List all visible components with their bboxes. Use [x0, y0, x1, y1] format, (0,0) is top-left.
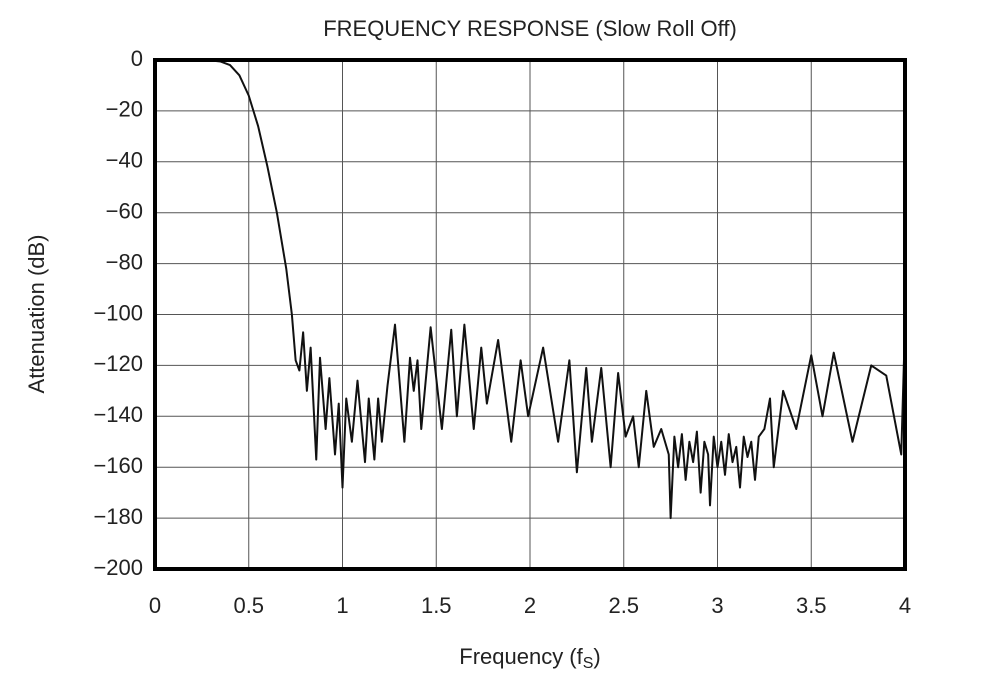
y-tick-label: −140: [93, 402, 143, 427]
x-tick-label: 3: [711, 593, 723, 618]
y-tick-label: −200: [93, 555, 143, 580]
y-tick-label: −80: [106, 249, 143, 274]
x-tick-label: 2.5: [608, 593, 639, 618]
x-tick-label: 2: [524, 593, 536, 618]
y-tick-label: −160: [93, 453, 143, 478]
y-axis-label: Attenuation (dB): [24, 235, 49, 394]
x-tick-label: 1: [336, 593, 348, 618]
plot-frame: [153, 58, 907, 571]
y-tick-label: −180: [93, 504, 143, 529]
x-label-text: ): [593, 644, 600, 669]
x-tick-label: 0: [149, 593, 161, 618]
x-label-text: Frequency (f: [459, 644, 583, 669]
x-label-subscript: S: [583, 655, 594, 672]
y-tick-label: −40: [106, 148, 143, 173]
x-tick-label: 4: [899, 593, 911, 618]
x-tick-label: 1.5: [421, 593, 452, 618]
response-line: [155, 59, 906, 520]
x-tick-label: 0.5: [233, 593, 264, 618]
chart-title: FREQUENCY RESPONSE (Slow Roll Off): [323, 16, 737, 41]
x-axis-label: Frequency (fS): [459, 644, 601, 672]
y-tick-label: −60: [106, 199, 143, 224]
y-tick-label: −120: [93, 351, 143, 376]
y-tick-label: −100: [93, 300, 143, 325]
y-tick-label: 0: [131, 46, 143, 71]
x-tick-label: 3.5: [796, 593, 827, 618]
y-tick-label: −20: [106, 97, 143, 122]
